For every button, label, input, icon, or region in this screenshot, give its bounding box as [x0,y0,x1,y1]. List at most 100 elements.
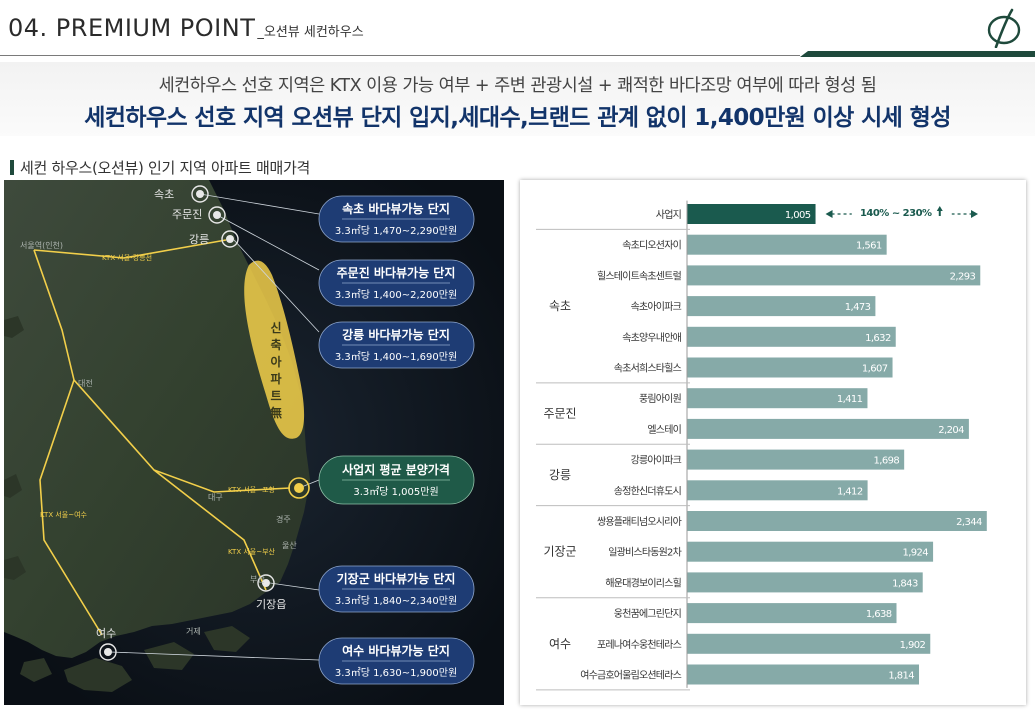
bar-value-label: 2,204 [938,425,964,436]
page-title: 04. PREMIUM POINT _오션뷰 세컨하우스 [8,14,364,42]
bar-category-label: 강릉아이파크 [631,455,682,467]
page-title-text: 04. PREMIUM POINT [8,14,256,42]
place-label-busan: 부산 [250,574,265,584]
bar [687,388,868,409]
place-label-daejeon: 대전 [78,378,93,388]
bar-category-label: 속초서희스타힐스 [614,362,682,375]
bar-value-label: 1,632 [865,333,891,344]
city-label-gangneung: 강릉 [189,233,209,246]
callout-title: 사업지 평균 분양가격 [342,462,450,477]
bar [687,418,969,439]
bar-value-label: 1,411 [837,394,863,405]
page-header: 04. PREMIUM POINT _오션뷰 세컨하우스 [0,0,1035,58]
bar [687,265,981,286]
vertical-char: 無 [270,405,282,420]
bar-value-label: 1,814 [888,671,914,682]
city-labels: 속초 주문진 강릉 기장읍 여수 [96,188,286,640]
page-subtitle: _오션뷰 세컨하우스 [257,25,364,40]
callouts: 속초 바다뷰가능 단지 3.3㎡당 1,470~2,290만원 주문진 바다뷰가… [318,195,475,685]
bar [687,234,887,255]
bar-value-label: 1,412 [837,486,863,497]
annotation-arrowhead-right [971,210,978,218]
city-label-sokcho: 속초 [154,188,174,201]
no-new-apartment-label: 신 축 아 파 트 無 [270,320,282,420]
rail-label-pohang: KTX 서울~포항 [228,485,276,494]
bar-value-label: 1,638 [866,609,892,620]
bar-value-label: 1,902 [900,640,926,651]
bar-value-label: 1,924 [902,548,928,559]
ktx-line-yeosu [39,379,103,636]
bar-category-label: 쌍용플래티넘오시리아 [597,516,682,528]
bar-category-label: 속초양우내안애 [622,332,681,344]
ktx-line-pohang [73,379,291,493]
bar-value-label: 1,005 [785,210,811,221]
annotation-label-background [851,203,952,219]
bar [687,541,934,562]
south-islands [20,626,250,692]
bar-category-label: 해운대경보이리스힐 [605,576,681,589]
bar [687,572,923,593]
bar [687,511,987,531]
group-label: 여수 [549,637,571,651]
no-new-apartment-zone [244,260,305,439]
headline-band [0,62,1035,136]
group-label: 주문진 [543,407,576,421]
callout-yeosu: 여수 바다뷰가능 단지 3.3㎡당 1,630~1,900만원 [318,637,475,685]
bar-category-label: 송정한신더휴도시 [614,485,681,497]
bar [687,204,816,224]
header-accent-bar [800,51,1035,57]
section-marker [10,160,14,175]
callout-title: 기장군 바다뷰가능 단지 [337,571,456,586]
bar-category-label: 속초디오션자이 [622,240,681,252]
bar [687,449,905,470]
bar-category-label: 엘스테이 [647,423,681,436]
section-title: 세컨 하우스(오션뷰) 인기 지역 아파트 매매가격 [10,157,310,178]
callout-site: 사업지 평균 분양가격 3.3㎡당 1,005만원 [318,455,475,505]
callout-jumunjin: 주문진 바다뷰가능 단지 3.3㎡당 1,400~2,200만원 [318,259,475,307]
place-labels: 서울역(인천) 대전 대구 경주 울산 부산 거제 [20,240,297,636]
bar-value-label: 1,473 [845,302,871,313]
place-label-geoje: 거제 [186,627,201,636]
callout-price: 3.3㎡당 1,005만원 [353,486,438,498]
header-divider [0,55,800,56]
group-label: 기장군 [543,545,576,559]
group-label: 속초 [549,299,571,313]
place-label-gyeongju: 경주 [276,514,291,524]
bar [687,633,931,654]
ktx-line-gangneung [33,239,227,259]
location-markers [99,185,310,661]
headline-line-2: 세컨하우스 선호 지역 오션뷰 단지 입지,세대수,브랜드 관계 없이 1,40… [84,105,951,131]
landmass [4,180,310,658]
price-bar-chart: 사업지 1,005 속초디오션자이 1,561 힐스테이트속초센트럴 2,293 속초아이파… [536,200,987,691]
callout-title: 주문진 바다뷰가능 단지 [337,265,456,280]
up-arrow-icon [936,206,943,216]
city-label-yeosu: 여수 [96,627,116,640]
callout-gijang: 기장군 바다뷰가능 단지 3.3㎡당 1,840~2,340만원 [318,565,475,613]
group-label: 강릉 [549,468,571,482]
region-map: 속초 주문진 강릉 기장읍 여수 서울역(인천) 대전 대구 경주 울산 부산 … [4,180,504,705]
callout-gangneung: 강릉 바다뷰가능 단지 3.3㎡당 1,400~1,690만원 [318,321,475,369]
vertical-char: 아 [270,354,281,369]
bar-value-label: 1,843 [892,578,918,589]
bar-category-label: 속초아이파크 [631,301,682,313]
bar-category-label: 여수금호어울림오션테라스 [580,670,681,682]
section-title-text: 세컨 하우스(오션뷰) 인기 지역 아파트 매매가격 [20,159,310,177]
vertical-char: 축 [270,337,281,352]
rail-label-yeosu: KTX 서울~여수 [40,510,88,519]
bar [687,326,896,347]
rail-label-gangneung: KTX 서울-강릉선 [102,253,152,262]
ktx-line-main [33,249,75,381]
bar-value-label: 2,344 [956,517,982,528]
place-label-daegu: 대구 [208,493,223,502]
bar-value-label: 1,698 [874,456,900,467]
annotation-label: 140% ~ 230% [860,208,932,219]
brand-logo-icon [987,8,1021,48]
annotation-arrowhead-left [825,210,833,218]
callout-title: 여수 바다뷰가능 단지 [342,643,450,658]
bar-value-label: 1,561 [856,241,882,252]
place-label-ulsan: 울산 [282,540,297,550]
callout-price: 3.3㎡당 1,400~2,200만원 [335,289,457,301]
vertical-char: 파 [270,371,281,386]
bar [687,357,893,378]
callout-price: 3.3㎡당 1,470~2,290만원 [335,225,457,237]
